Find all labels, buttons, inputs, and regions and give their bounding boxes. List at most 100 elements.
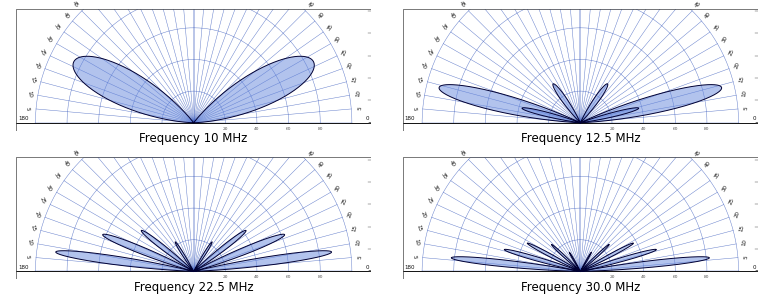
Text: 5: 5 xyxy=(412,106,416,110)
Text: 20: 20 xyxy=(33,210,40,218)
Polygon shape xyxy=(194,56,314,123)
Text: 25: 25 xyxy=(425,197,433,205)
Text: 30: 30 xyxy=(432,184,440,192)
Text: 180: 180 xyxy=(18,116,29,121)
Text: 15: 15 xyxy=(351,76,358,83)
Text: 20: 20 xyxy=(420,61,427,70)
Text: 25: 25 xyxy=(425,48,433,56)
Text: 15: 15 xyxy=(29,224,36,232)
Text: 30: 30 xyxy=(721,35,729,44)
Text: 40: 40 xyxy=(641,275,646,279)
Polygon shape xyxy=(56,251,194,271)
Text: 35: 35 xyxy=(713,23,721,31)
Text: 35: 35 xyxy=(327,23,334,31)
Polygon shape xyxy=(439,85,580,123)
Text: 35: 35 xyxy=(713,171,721,180)
Text: 10: 10 xyxy=(355,238,361,246)
Text: 180: 180 xyxy=(18,265,29,270)
Text: 35: 35 xyxy=(440,23,447,31)
Text: 30: 30 xyxy=(45,184,53,192)
Text: Frequency 12.5 MHz: Frequency 12.5 MHz xyxy=(521,132,640,145)
Text: 40: 40 xyxy=(254,275,260,279)
Text: 15: 15 xyxy=(416,76,423,83)
Text: Frequency 22.5 MHz: Frequency 22.5 MHz xyxy=(134,281,253,294)
Text: 30: 30 xyxy=(721,184,729,192)
Text: 20: 20 xyxy=(609,275,615,279)
Text: 45: 45 xyxy=(71,1,80,9)
Text: 45: 45 xyxy=(71,149,80,158)
Polygon shape xyxy=(522,108,580,123)
Text: 10: 10 xyxy=(413,238,419,246)
Text: 40: 40 xyxy=(62,160,70,168)
Text: 20: 20 xyxy=(33,61,40,70)
Text: 10: 10 xyxy=(26,238,33,246)
Text: 10: 10 xyxy=(355,90,361,98)
Text: 35: 35 xyxy=(327,171,334,180)
Text: 180: 180 xyxy=(405,116,415,121)
Text: 25: 25 xyxy=(728,48,735,56)
Text: 20: 20 xyxy=(347,210,354,218)
Text: 15: 15 xyxy=(29,76,36,83)
Text: 5: 5 xyxy=(358,106,362,110)
Text: 20: 20 xyxy=(347,61,354,70)
Text: 20: 20 xyxy=(734,61,741,70)
Polygon shape xyxy=(580,85,721,123)
Polygon shape xyxy=(73,56,194,123)
Text: 0: 0 xyxy=(366,265,369,270)
Text: 45: 45 xyxy=(307,1,316,9)
Text: 35: 35 xyxy=(53,171,61,180)
Text: 80: 80 xyxy=(317,275,323,279)
Text: 15: 15 xyxy=(738,224,745,232)
Text: 45: 45 xyxy=(458,149,467,158)
Text: 0: 0 xyxy=(752,116,756,121)
Text: 15: 15 xyxy=(351,224,358,232)
Text: 25: 25 xyxy=(341,48,349,56)
Text: 20: 20 xyxy=(223,127,228,131)
Text: 60: 60 xyxy=(286,275,291,279)
Text: 10: 10 xyxy=(741,238,748,246)
Text: 5: 5 xyxy=(744,255,749,259)
Text: 40: 40 xyxy=(254,127,260,131)
Text: Frequency 10 MHz: Frequency 10 MHz xyxy=(139,132,248,145)
Text: 25: 25 xyxy=(341,197,349,205)
Text: 0: 0 xyxy=(752,265,756,270)
Text: 180: 180 xyxy=(405,265,415,270)
Text: 10: 10 xyxy=(413,90,419,98)
Text: 45: 45 xyxy=(307,149,316,158)
Text: 40: 40 xyxy=(704,160,712,168)
Text: 0: 0 xyxy=(366,116,369,121)
Text: 40: 40 xyxy=(317,11,326,20)
Text: 30: 30 xyxy=(45,35,53,44)
Text: 5: 5 xyxy=(412,255,416,259)
Text: 40: 40 xyxy=(448,160,457,168)
Text: 80: 80 xyxy=(704,127,710,131)
Text: Frequency 30.0 MHz: Frequency 30.0 MHz xyxy=(521,281,640,294)
Text: 10: 10 xyxy=(26,90,33,98)
Text: 30: 30 xyxy=(334,184,342,192)
Polygon shape xyxy=(580,108,639,123)
Text: 20: 20 xyxy=(734,210,741,218)
Text: 45: 45 xyxy=(694,149,703,158)
Text: 5: 5 xyxy=(25,255,30,259)
Text: 20: 20 xyxy=(420,210,427,218)
Text: 45: 45 xyxy=(694,1,703,9)
Text: 25: 25 xyxy=(39,48,46,56)
Text: 15: 15 xyxy=(738,76,745,83)
Text: 10: 10 xyxy=(741,90,748,98)
Text: 60: 60 xyxy=(673,275,678,279)
Text: 40: 40 xyxy=(704,11,712,20)
Text: 15: 15 xyxy=(416,224,423,232)
Text: 5: 5 xyxy=(358,255,362,259)
Text: 45: 45 xyxy=(458,1,467,9)
Text: 40: 40 xyxy=(62,11,70,20)
Polygon shape xyxy=(194,251,331,271)
Text: 25: 25 xyxy=(39,197,46,205)
Text: 20: 20 xyxy=(223,275,228,279)
Text: 20: 20 xyxy=(609,127,615,131)
Text: 30: 30 xyxy=(432,35,440,44)
Text: 80: 80 xyxy=(317,127,323,131)
Text: 30: 30 xyxy=(334,35,342,44)
Text: 5: 5 xyxy=(744,106,749,110)
Text: 5: 5 xyxy=(25,106,30,110)
Text: 40: 40 xyxy=(448,11,457,20)
